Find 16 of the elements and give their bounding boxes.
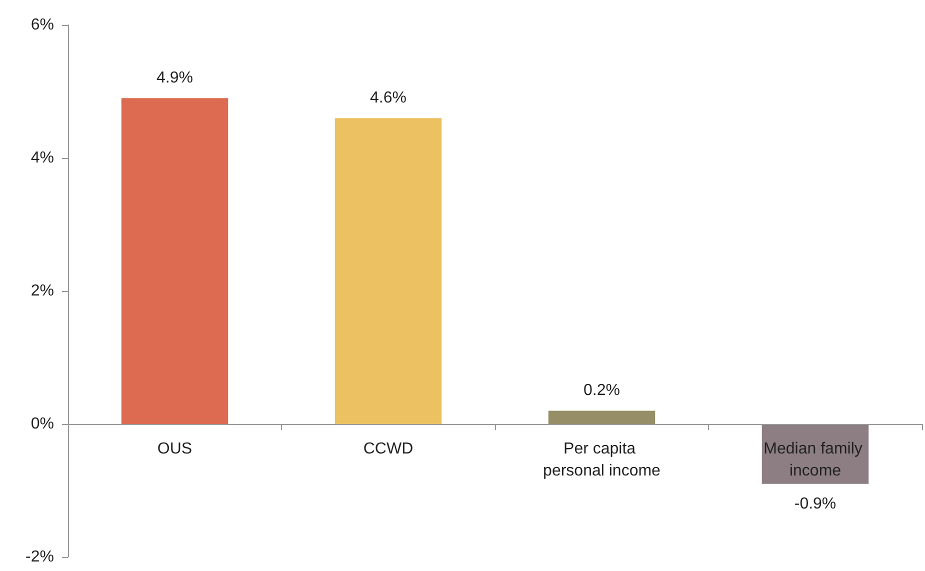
y-tick-label: -2%: [26, 548, 54, 566]
y-tick-label: 0%: [30, 416, 54, 432]
data-label: 0.2%: [584, 382, 620, 400]
bar: [121, 98, 228, 424]
data-label: 4.9%: [156, 70, 193, 87]
data-label: -0.9%: [794, 495, 836, 512]
y-tick-label: 6%: [30, 16, 54, 34]
y-tick-label: 2%: [30, 282, 54, 300]
x-tick-label: OUS: [157, 440, 192, 458]
bar: [334, 118, 442, 424]
data-label: 4.6%: [370, 90, 406, 107]
y-tick-label: 4%: [30, 150, 54, 166]
x-tick-label: Per capita personal income: [543, 440, 661, 480]
x-tick-label: CCWD: [363, 440, 414, 458]
bar: [548, 410, 656, 424]
x-tick-label: Median family income: [764, 440, 867, 480]
